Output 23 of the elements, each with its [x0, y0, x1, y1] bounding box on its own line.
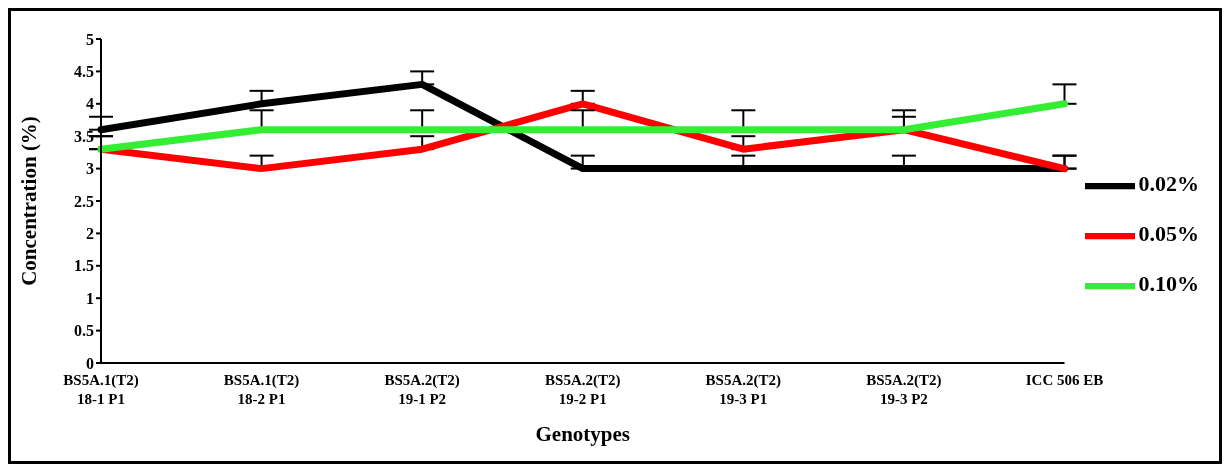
y-axis-title: Concentration (%) [17, 116, 42, 286]
y-tick-label: 4.5 [74, 63, 94, 81]
y-tick-label: 1 [86, 289, 94, 307]
legend-label: 0.05% [1138, 221, 1199, 247]
y-tick-label: 5 [86, 30, 94, 48]
x-axis-title: Genotypes [535, 422, 630, 446]
y-tick-label: 2 [86, 225, 94, 243]
x-tick-label: BS5A.1(T2) 18-2 P1 [223, 372, 300, 407]
x-tick-label: BS5A.2(T2) 19-3 P2 [866, 372, 942, 407]
x-tick-label: BS5A.1(T2) 18-1 P1 [63, 372, 139, 407]
x-tick-label: ICC 506 EB [1025, 372, 1104, 388]
y-tick-label: 4 [86, 95, 94, 113]
x-tick-label: BS5A.2(T2) 19-2 P1 [545, 372, 621, 407]
legend-label: 0.10% [1138, 271, 1199, 297]
y-tick-label: 2.5 [74, 192, 94, 210]
y-tick-label: 3.5 [74, 127, 94, 145]
legend-label: 0.02% [1138, 171, 1199, 197]
y-tick-label: 0 [86, 354, 94, 372]
y-tick-label: 3 [86, 160, 94, 178]
x-tick-label: BS5A.2(T2) 19-3 P1 [705, 372, 782, 407]
y-tick-label: 0.5 [74, 322, 94, 340]
x-tick-label: BS5A.2(T2) 19-1 P2 [384, 372, 460, 407]
y-tick-label: 1.5 [74, 257, 94, 275]
